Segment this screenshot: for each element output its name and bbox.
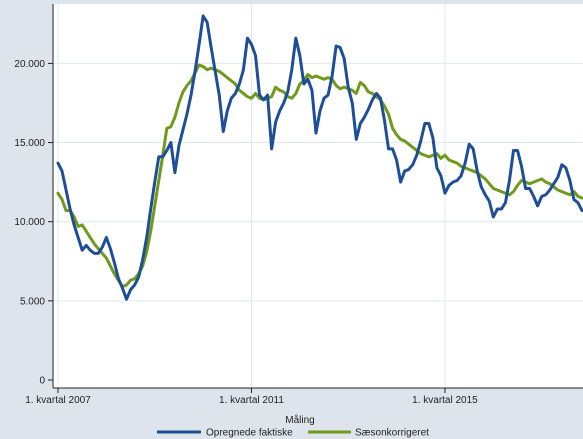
x-tick-label: 1. kvartal 2011 (219, 395, 284, 406)
series-line-opregnede-faktiske (56, 14, 583, 301)
series-line-saesonkorrigeret (56, 63, 583, 289)
x-tick-label: 1. kvartal 2007 (25, 395, 91, 406)
legend-label-opregnede: Opregnede faktiske (206, 428, 293, 439)
y-tick-label: 20.000 (14, 59, 45, 70)
x-tick-label: 1. kvartal 2015 (412, 395, 478, 406)
axes: 0 5.000 10.000 15.000 20.000 1. kvartal 2007 1… (14, 4, 583, 406)
y-tick-label: 0 (39, 376, 45, 387)
series-lines (56, 14, 583, 301)
legend-title: Måling (285, 414, 314, 426)
plot-area (53, 4, 583, 388)
legend: Måling Opregnede faktiske Sæsonkorrigere… (157, 414, 429, 439)
y-tick-label: 10.000 (14, 217, 45, 228)
legend-label-saesonkorrigeret: Sæsonkorrigeret (355, 428, 429, 439)
y-tick-label: 15.000 (14, 138, 45, 149)
y-tick-label: 5.000 (20, 296, 45, 307)
